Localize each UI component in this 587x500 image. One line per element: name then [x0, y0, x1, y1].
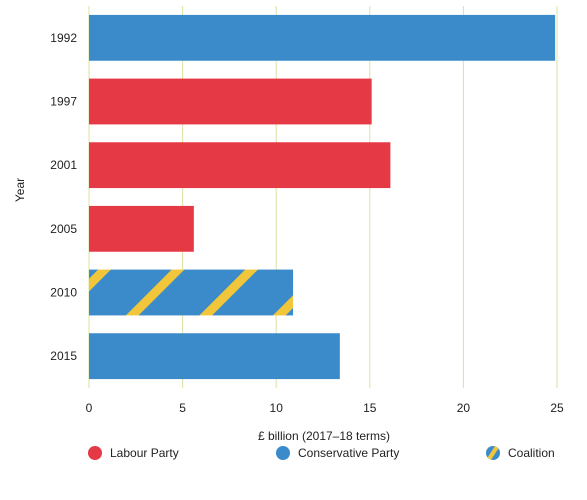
y-axis-title: Year — [13, 178, 27, 202]
legend-item-coalition: Coalition — [486, 446, 555, 460]
bar-2001 — [89, 142, 391, 189]
x-tick-label: 0 — [86, 401, 93, 415]
y-tick-label: 1997 — [50, 95, 77, 109]
legend-label: Coalition — [508, 446, 555, 460]
legend-item-conservative: Conservative Party — [276, 446, 399, 460]
bar-2015 — [89, 333, 340, 380]
bar-2010 — [89, 269, 294, 316]
legend-label: Labour Party — [110, 446, 179, 460]
x-tick-label: 10 — [270, 401, 284, 415]
conservative-swatch-icon — [276, 446, 290, 460]
x-tick-labels: 0 5 10 15 20 25 — [86, 401, 564, 415]
legend-item-labour: Labour Party — [88, 446, 179, 460]
y-tick-label: 1992 — [50, 31, 77, 45]
y-tick-labels: 1992 1997 2001 2005 2010 2015 — [50, 31, 77, 363]
x-tick-label: 25 — [550, 401, 564, 415]
y-tick-label: 2001 — [50, 158, 77, 172]
bar-1992 — [89, 14, 556, 61]
gridlines — [88, 6, 558, 388]
legend: Labour Party Conservative Party Coalitio… — [0, 446, 587, 466]
bars — [89, 14, 556, 380]
x-tick-label: 20 — [457, 401, 471, 415]
y-tick-label: 2005 — [50, 222, 77, 236]
x-tick-label: 15 — [363, 401, 377, 415]
coalition-swatch-icon — [486, 446, 500, 460]
y-tick-label: 2010 — [50, 286, 77, 300]
labour-swatch-icon — [88, 446, 102, 460]
bar-2005 — [89, 205, 194, 252]
x-axis-title: £ billion (2017–18 terms) — [258, 429, 390, 443]
y-tick-label: 2015 — [50, 349, 77, 363]
legend-label: Conservative Party — [298, 446, 400, 460]
bar-1997 — [89, 78, 372, 125]
x-tick-label: 5 — [179, 401, 186, 415]
bar-chart: 1992 1997 2001 2005 2010 2015 0 5 10 15 20 25 Year… — [13, 6, 564, 443]
